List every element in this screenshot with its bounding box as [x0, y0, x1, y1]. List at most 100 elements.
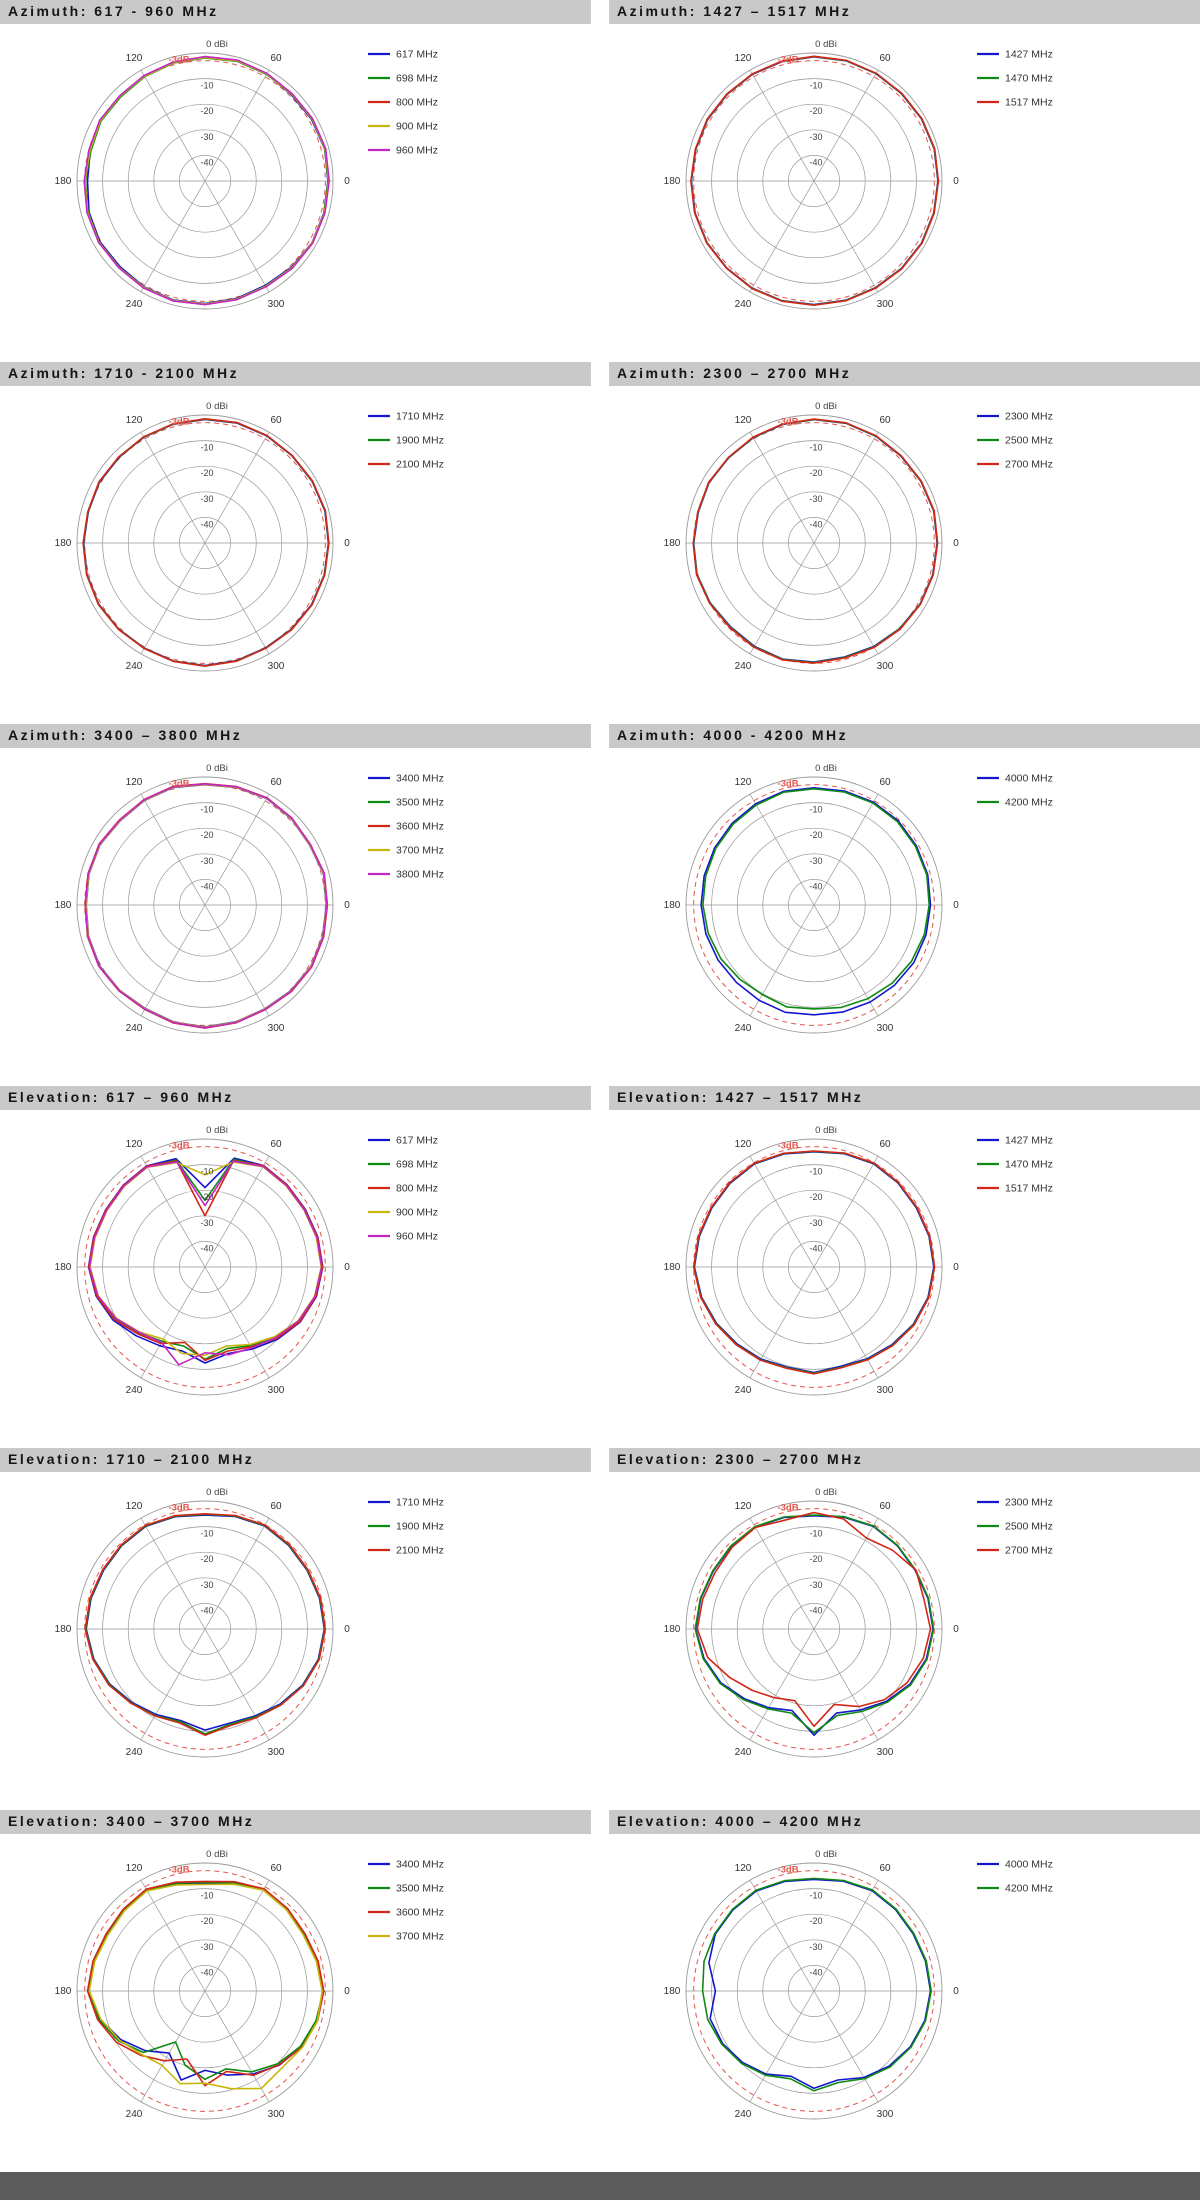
- angle-tick-label: 240: [735, 299, 752, 310]
- radial-tick-label: -20: [809, 106, 822, 116]
- angle-tick-label: 240: [126, 2109, 143, 2120]
- angle-spoke: [140, 1517, 270, 1741]
- angle-tick-label: 300: [268, 1385, 285, 1396]
- legend-item: 2700 MHz: [977, 1545, 1053, 1557]
- legend-label: 698 MHz: [396, 73, 438, 85]
- radial-tick-label: -20: [809, 1916, 822, 1926]
- series-line-3800-mhz: [84, 783, 328, 1029]
- angle-tick-label: 0: [344, 1262, 350, 1273]
- chart-cell-2: Azimuth: 1710 - 2100 MHz 0 dBi -3dB -10 -20 -…: [0, 362, 591, 724]
- chart-cell-10: Elevation: 3400 – 3700 MHz 0 dBi -3dB -10 -2…: [0, 1810, 591, 2172]
- radial-tick-label: -40: [200, 157, 213, 167]
- radial-tick-label: -10: [200, 443, 213, 453]
- ref-3db-circle: [693, 784, 935, 1026]
- chart-cell-3: Azimuth: 2300 – 2700 MHz 0 dBi -3dB -10 -20 -…: [609, 362, 1200, 724]
- chart-title: Azimuth: 3400 – 3800 MHz: [0, 724, 591, 748]
- ref-3db-label: -3dB: [168, 1865, 189, 1876]
- angle-tick-label: 240: [126, 1023, 143, 1034]
- legend-item: 3400 MHz: [368, 1859, 444, 1871]
- angle-tick-label: 300: [268, 661, 285, 672]
- radial-tick-label: -30: [200, 1942, 213, 1952]
- angle-tick-label: 240: [735, 1023, 752, 1034]
- angle-tick-label: 180: [664, 176, 681, 187]
- radial-tick-label: -30: [200, 132, 213, 142]
- legend-item: 1710 MHz: [368, 411, 444, 423]
- radial-zero-label: 0 dBi: [815, 763, 837, 774]
- legend-label: 1900 MHz: [396, 435, 444, 447]
- angle-tick-label: 240: [735, 2109, 752, 2120]
- angle-spoke: [140, 1879, 270, 2103]
- angle-tick-label: 60: [879, 53, 891, 64]
- chart-title: Azimuth: 617 - 960 MHz: [0, 0, 591, 24]
- legend-item: 617 MHz: [368, 1135, 438, 1147]
- series-line-3600-mhz: [86, 1880, 325, 2087]
- angle-tick-label: 120: [735, 1501, 752, 1512]
- angle-tick-label: 120: [735, 415, 752, 426]
- legend-label: 1427 MHz: [1005, 49, 1053, 61]
- ref-3db-label: -3dB: [168, 1503, 189, 1514]
- legend-label: 1517 MHz: [1005, 1183, 1053, 1195]
- angle-tick-label: 240: [126, 661, 143, 672]
- angle-tick-label: 60: [879, 415, 891, 426]
- angle-tick-label: 0: [344, 900, 350, 911]
- angle-tick-label: 180: [664, 1624, 681, 1635]
- angle-tick-label: 120: [126, 415, 143, 426]
- legend-item: 2300 MHz: [977, 411, 1053, 423]
- legend-label: 4000 MHz: [1005, 773, 1053, 785]
- chart-title: Azimuth: 4000 - 4200 MHz: [609, 724, 1200, 748]
- legend-label: 800 MHz: [396, 97, 438, 109]
- angle-tick-label: 180: [55, 900, 72, 911]
- legend-item: 617 MHz: [368, 49, 438, 61]
- legend-label: 900 MHz: [396, 121, 438, 133]
- angle-tick-label: 240: [126, 1747, 143, 1758]
- legend-item: 2100 MHz: [368, 1545, 444, 1557]
- radial-tick-label: -30: [200, 494, 213, 504]
- angle-tick-label: 0: [344, 176, 350, 187]
- radial-tick-label: -10: [200, 1529, 213, 1539]
- legend-item: 2100 MHz: [368, 459, 444, 471]
- angle-tick-label: 120: [126, 1863, 143, 1874]
- polar-plot: 0 dBi -3dB -10 -20 -30 -40 0 60 120 180 240 300 1427…: [664, 39, 1053, 310]
- radial-tick-label: -20: [809, 468, 822, 478]
- angle-tick-label: 60: [270, 1139, 282, 1150]
- series-line-4200-mhz: [702, 788, 930, 1010]
- angle-tick-label: 60: [879, 777, 891, 788]
- chart-cell-4: Azimuth: 3400 – 3800 MHz 0 dBi -3dB -10 -20 -…: [0, 724, 591, 1086]
- radial-tick-label: -20: [809, 1554, 822, 1564]
- radial-tick-label: -40: [809, 1243, 822, 1253]
- angle-tick-label: 240: [126, 299, 143, 310]
- angle-tick-label: 300: [877, 1747, 894, 1758]
- angle-tick-label: 120: [126, 1501, 143, 1512]
- series-line-960-mhz: [88, 1160, 323, 1366]
- legend-item: 2300 MHz: [977, 1497, 1053, 1509]
- chart-cell-1: Azimuth: 1427 – 1517 MHz 0 dBi -3dB -10 -20 -…: [609, 0, 1200, 362]
- angle-tick-label: 0: [344, 538, 350, 549]
- legend-label: 4200 MHz: [1005, 1883, 1053, 1895]
- ref-3db-label: -3dB: [168, 55, 189, 66]
- angle-tick-label: 180: [664, 1986, 681, 1997]
- legend-label: 617 MHz: [396, 49, 438, 61]
- radial-tick-label: -20: [809, 830, 822, 840]
- ref-3db-circle: [693, 1870, 935, 2112]
- angle-spoke: [749, 1879, 879, 2103]
- legend-item: 4200 MHz: [977, 1883, 1053, 1895]
- chart-title: Azimuth: 1710 - 2100 MHz: [0, 362, 591, 386]
- legend-label: 1517 MHz: [1005, 97, 1053, 109]
- angle-spoke: [140, 1155, 270, 1379]
- legend-label: 2700 MHz: [1005, 459, 1053, 471]
- series-line-2700-mhz: [696, 1511, 932, 1728]
- legend-item: 4000 MHz: [977, 1859, 1053, 1871]
- legend-item: 1710 MHz: [368, 1497, 444, 1509]
- angle-tick-label: 240: [735, 661, 752, 672]
- angle-tick-label: 0: [953, 176, 959, 187]
- chart-cell-9: Elevation: 2300 – 2700 MHz 0 dBi -3dB -10 -2…: [609, 1448, 1200, 1810]
- ref-3db-label: -3dB: [168, 417, 189, 428]
- radial-tick-label: -40: [200, 1605, 213, 1615]
- radial-tick-label: -30: [809, 132, 822, 142]
- angle-tick-label: 180: [55, 538, 72, 549]
- legend-item: 900 MHz: [368, 121, 438, 133]
- legend-label: 698 MHz: [396, 1159, 438, 1171]
- angle-tick-label: 300: [268, 2109, 285, 2120]
- chart-cell-7: Elevation: 1427 – 1517 MHz 0 dBi -3dB -10 -2…: [609, 1086, 1200, 1448]
- angle-spoke: [749, 793, 879, 1017]
